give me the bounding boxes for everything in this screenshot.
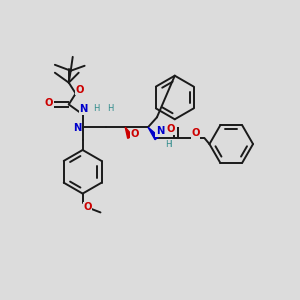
- Text: O: O: [192, 128, 200, 138]
- Text: N: N: [80, 104, 88, 114]
- Text: O: O: [191, 128, 200, 138]
- Text: H: H: [93, 104, 100, 113]
- Text: N: N: [80, 104, 88, 114]
- Text: N: N: [156, 126, 164, 136]
- Polygon shape: [125, 127, 133, 138]
- Text: O: O: [167, 124, 175, 134]
- Text: O: O: [45, 98, 53, 108]
- Text: O: O: [84, 202, 92, 212]
- Text: N: N: [74, 123, 82, 133]
- Text: O: O: [75, 85, 84, 94]
- Text: H: H: [165, 140, 171, 148]
- Text: O: O: [83, 202, 92, 212]
- Text: H: H: [107, 104, 114, 113]
- Text: O: O: [131, 129, 139, 139]
- Text: O: O: [76, 85, 83, 94]
- Text: H: H: [107, 104, 114, 113]
- Text: N: N: [74, 123, 82, 133]
- Text: H: H: [93, 104, 100, 113]
- Text: O: O: [45, 98, 53, 108]
- Text: O: O: [167, 124, 175, 134]
- Text: N: N: [156, 126, 164, 136]
- Text: H: H: [165, 140, 171, 148]
- Text: O: O: [131, 129, 140, 139]
- Polygon shape: [148, 127, 159, 140]
